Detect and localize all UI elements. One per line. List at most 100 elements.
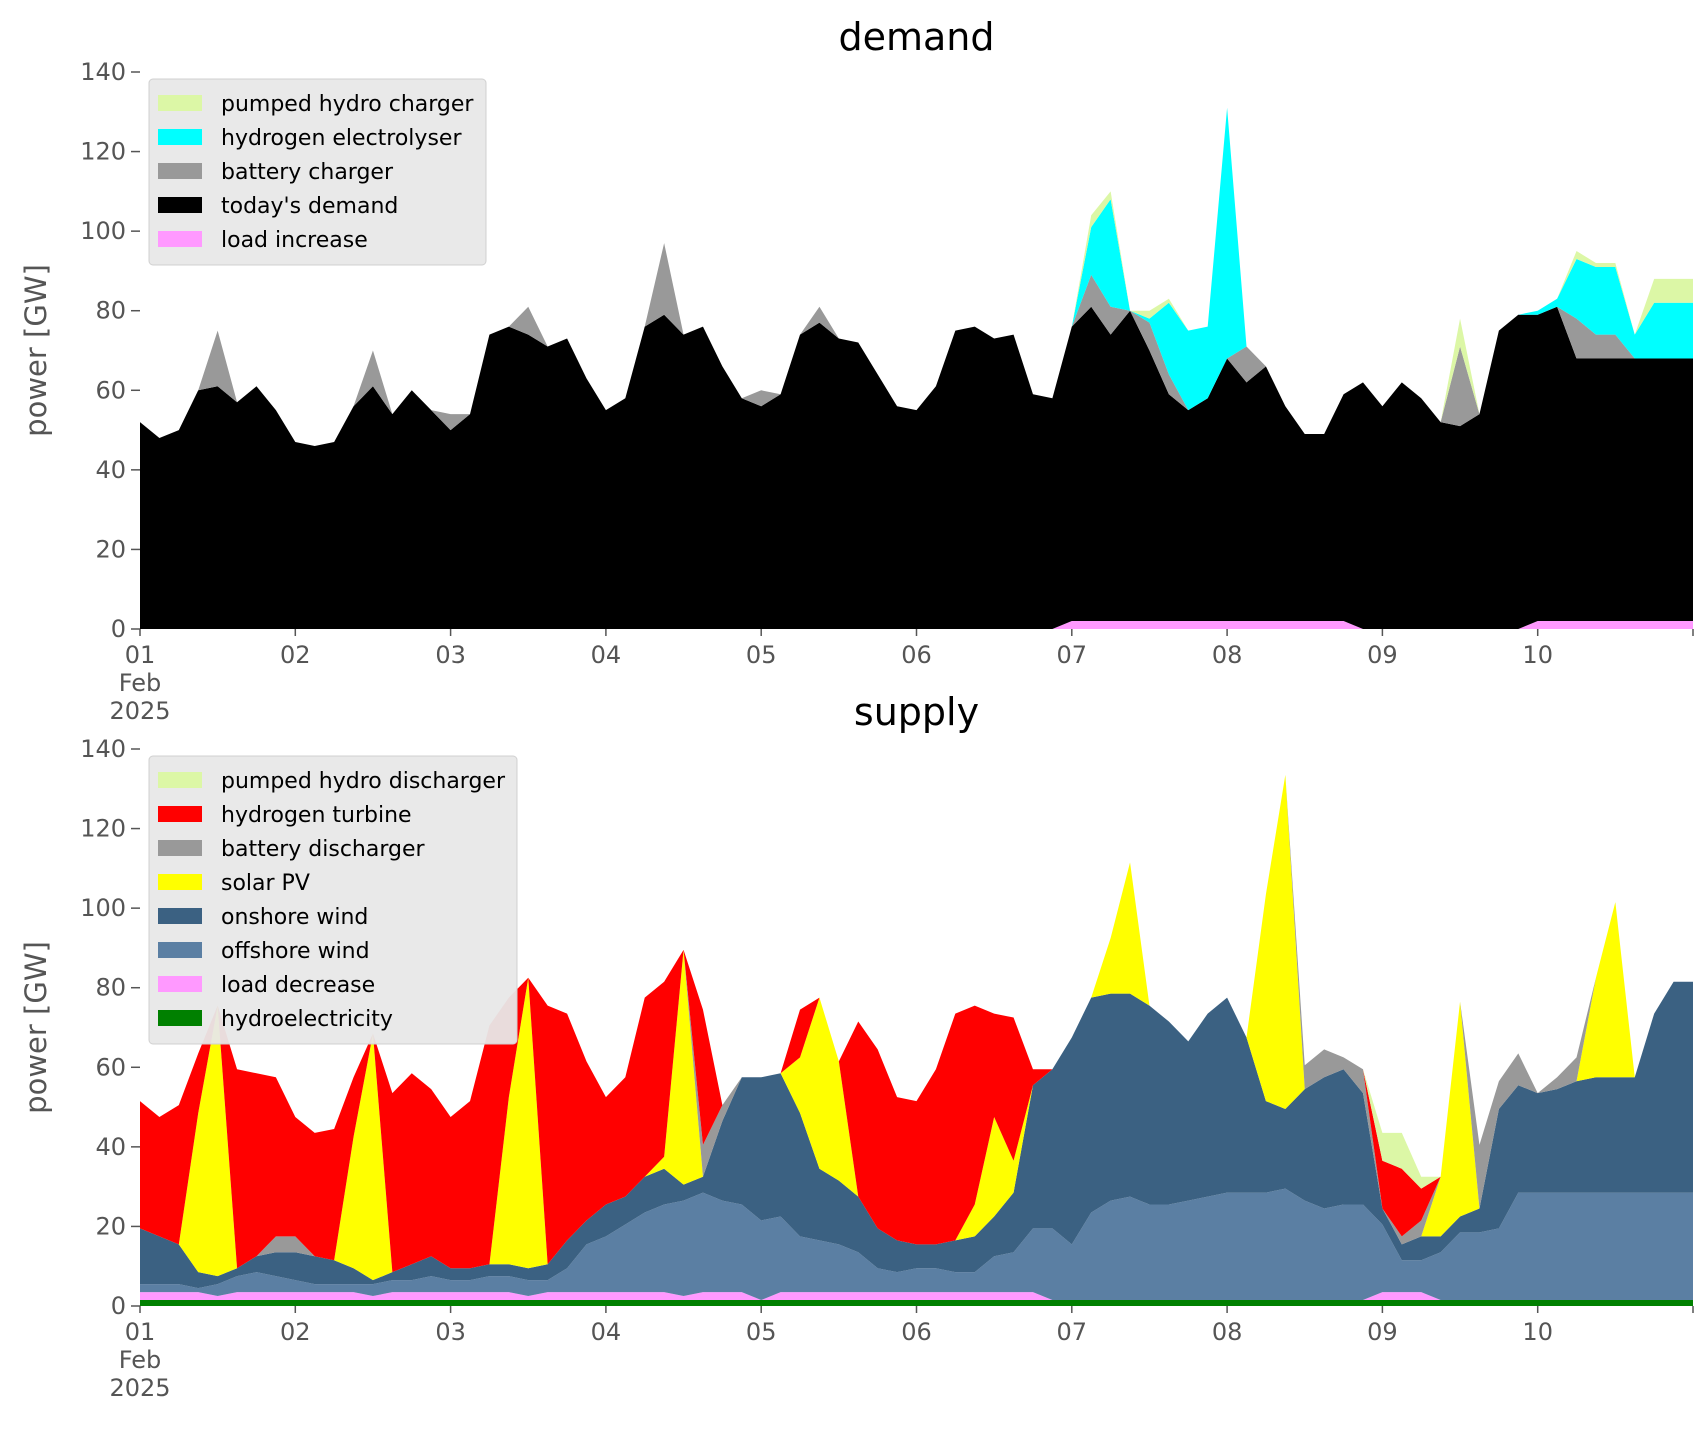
legend-swatch (158, 772, 202, 788)
x-tick-label: 09 (1367, 641, 1398, 669)
x-tick-label: 2025 (109, 1374, 170, 1402)
legend-item-battery-charger: battery charger (158, 160, 394, 185)
area-series-group (140, 107, 1693, 629)
legend-label: onshore wind (221, 905, 368, 930)
x-tick-label: 08 (1212, 1318, 1243, 1346)
area-today-s-demand (140, 306, 1693, 629)
y-tick-label: 40 (95, 1133, 126, 1161)
y-tick-label: 140 (80, 735, 126, 763)
x-tick-label: 10 (1522, 641, 1553, 669)
legend: pumped hydro discharger hydrogen turbine b… (148, 755, 518, 1045)
legend-item-hydroelectricity: hydroelectricity (158, 1007, 393, 1032)
y-tick-label: 20 (95, 1212, 126, 1240)
legend-label: load increase (221, 228, 368, 253)
legend-label: hydrogen electrolyser (221, 126, 462, 151)
legend-swatch (158, 231, 202, 247)
y-tick-label: 0 (111, 1292, 126, 1320)
x-tick-label: 04 (591, 641, 622, 669)
y-axis: 0 20 40 60 80 100 120 140 (80, 735, 140, 1320)
legend-label: offshore wind (221, 939, 370, 964)
area-solar-pv (140, 774, 1693, 1281)
legend-swatch (158, 1010, 202, 1026)
legend-swatch (158, 908, 202, 924)
legend-swatch (158, 95, 202, 111)
area-hydroelectricity (140, 1300, 1693, 1306)
legend-label: solar PV (221, 871, 310, 896)
legend-label: today's demand (221, 194, 398, 219)
area-onshore-wind (140, 981, 1693, 1289)
legend-item-load-increase: load increase (158, 228, 368, 253)
x-tick-label: 02 (280, 1318, 311, 1346)
legend-label: hydroelectricity (221, 1007, 393, 1032)
x-tick-label: 10 (1522, 1318, 1553, 1346)
x-tick-label: 07 (1057, 1318, 1088, 1346)
legend-item-hydrogen-turbine: hydrogen turbine (158, 803, 412, 828)
x-tick-label: 03 (435, 641, 466, 669)
legend-swatch (158, 129, 202, 145)
legend-swatch (158, 840, 202, 856)
y-axis-label: power [GW] (19, 264, 53, 437)
legend-label: pumped hydro discharger (221, 769, 506, 794)
legend-label: hydrogen turbine (221, 803, 412, 828)
x-tick-label: 08 (1212, 641, 1243, 669)
area-load-increase (140, 621, 1693, 629)
x-tick-label: 04 (591, 1318, 622, 1346)
legend-swatch (158, 197, 202, 213)
x-tick-label: 07 (1057, 641, 1088, 669)
x-tick-label: 03 (435, 1318, 466, 1346)
legend-box (148, 755, 518, 1045)
y-tick-label: 80 (95, 297, 126, 325)
x-tick-label: Feb (119, 669, 162, 697)
legend-item-hydrogen-electrolyser: hydrogen electrolyser (158, 126, 462, 151)
legend-label: load decrease (221, 973, 375, 998)
chart-title: supply (854, 690, 979, 734)
legend-label: pumped hydro charger (221, 92, 474, 117)
y-tick-label: 60 (95, 376, 126, 404)
x-tick-label: 01 (125, 1318, 156, 1346)
chart-title: demand (838, 15, 994, 59)
y-axis: 0 20 40 60 80 100 120 140 (80, 58, 140, 643)
legend-swatch (158, 874, 202, 890)
legend-label: battery charger (221, 160, 394, 185)
legend-item-pumped-hydro-discharger: pumped hydro discharger (158, 769, 506, 794)
legend-item-pumped-hydro-charger: pumped hydro charger (158, 92, 474, 117)
legend-swatch (158, 806, 202, 822)
legend-item-today-s-demand: today's demand (158, 194, 398, 219)
area-load-decrease (140, 1292, 1693, 1301)
legend: pumped hydro charger hydrogen electrolyse… (148, 78, 487, 266)
x-tick-label: 05 (746, 641, 777, 669)
x-tick-label: 2025 (109, 697, 170, 725)
y-tick-label: 100 (80, 894, 126, 922)
legend-swatch (158, 976, 202, 992)
y-tick-label: 60 (95, 1053, 126, 1081)
legend-box (148, 78, 487, 266)
area-offshore-wind (140, 1188, 1693, 1301)
y-tick-label: 40 (95, 456, 126, 484)
y-tick-label: 0 (111, 615, 126, 643)
y-tick-label: 120 (80, 138, 126, 166)
legend-item-battery-discharger: battery discharger (158, 837, 426, 862)
legend-swatch (158, 942, 202, 958)
y-tick-label: 100 (80, 217, 126, 245)
legend-item-onshore-wind: onshore wind (158, 905, 368, 930)
y-tick-label: 80 (95, 974, 126, 1002)
y-tick-label: 120 (80, 815, 126, 843)
x-tick-label: 02 (280, 641, 311, 669)
y-tick-label: 20 (95, 535, 126, 563)
legend-item-solar-pv: solar PV (158, 871, 310, 896)
legend-item-load-decrease: load decrease (158, 973, 375, 998)
area-series-group (140, 774, 1693, 1306)
x-tick-label: 05 (746, 1318, 777, 1346)
x-tick-label: Feb (119, 1346, 162, 1374)
y-axis-label: power [GW] (19, 941, 53, 1114)
legend-label: battery discharger (221, 837, 426, 862)
legend-swatch (158, 163, 202, 179)
x-tick-label: 06 (901, 641, 932, 669)
legend-item-offshore-wind: offshore wind (158, 939, 370, 964)
